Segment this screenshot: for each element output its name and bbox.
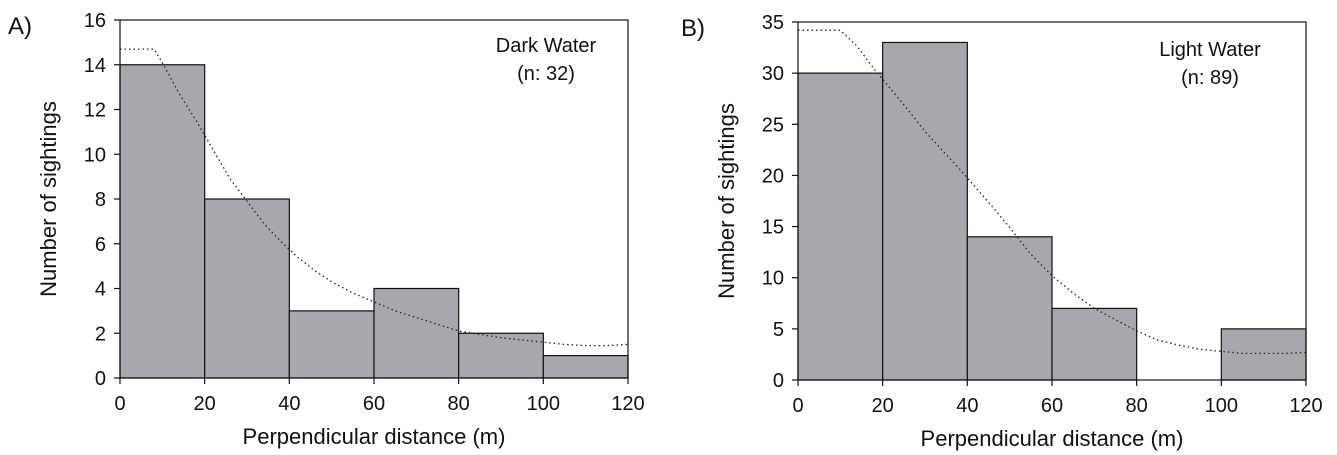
panel-b-bar-40-60 bbox=[966, 236, 1053, 381]
panel-a-x-tick-label: 120 bbox=[611, 393, 644, 415]
panel-a-fitted-curve bbox=[120, 48, 629, 347]
panel-b-x-tick-label: 100 bbox=[1205, 395, 1238, 417]
panel-a-bar-80-100 bbox=[458, 332, 544, 379]
panel-a-bar-40-60 bbox=[288, 310, 375, 379]
panel-b-y-tick-label: 30 bbox=[762, 63, 784, 85]
panel-a-y-axis-title: Number of sightings bbox=[36, 101, 61, 297]
panel-b-bar-60-80 bbox=[1051, 307, 1138, 381]
panel-b-x-tick-label: 120 bbox=[1289, 395, 1322, 417]
panel-b-y-tick-label: 10 bbox=[762, 268, 784, 290]
panel-a-bar-60-80 bbox=[373, 287, 460, 379]
panel-a-bar-0-20 bbox=[119, 64, 206, 379]
panel-b-y-tick-label: 15 bbox=[762, 217, 784, 239]
panel-b-bar-20-40 bbox=[882, 41, 968, 381]
panel-a-y-tick-label: 0 bbox=[95, 368, 106, 390]
panel-a-y-tick-label: 8 bbox=[95, 189, 106, 211]
panel-a-y-tick-label: 12 bbox=[84, 100, 106, 122]
panel-a-y-tick-label: 4 bbox=[95, 279, 106, 301]
panel-b-light-water-histogram: 0 20 40 60 80 100 120 0 5 10 15 20 25 30 35 Perpendicul… bbox=[681, 12, 1323, 451]
panel-a-x-tick-label: 40 bbox=[278, 393, 300, 415]
panel-a-dark-water-histogram: 0 20 40 60 80 100 120 0 2 4 6 8 10 12 14 16 Perpendicula… bbox=[8, 10, 645, 449]
panel-b-x-tick-label: 0 bbox=[792, 395, 803, 417]
panel-b-y-axis-title: Number of sightings bbox=[714, 103, 739, 299]
panel-b-y-tick-label: 20 bbox=[762, 165, 784, 187]
panel-b-y-tick-label: 25 bbox=[762, 114, 784, 136]
panel-a-x-tick-label: 20 bbox=[194, 393, 216, 415]
panel-a-y-tick-label: 6 bbox=[95, 234, 106, 256]
panel-a-label: A) bbox=[8, 13, 32, 40]
panel-a-y-tick-label: 2 bbox=[95, 323, 106, 345]
panel-b-bar-0-20 bbox=[797, 72, 884, 381]
panel-b-annotation-sample-size: (n: 89) bbox=[1181, 67, 1239, 89]
panel-b-x-tick-label: 60 bbox=[1041, 395, 1063, 417]
panel-b-y-tick-label: 5 bbox=[773, 319, 784, 341]
panel-a-y-tick-label: 14 bbox=[84, 55, 106, 77]
panel-a-y-tick-label: 10 bbox=[84, 144, 106, 166]
panel-b-x-axis-title: Perpendicular distance (m) bbox=[921, 426, 1184, 451]
panel-b-x-tick-label: 20 bbox=[872, 395, 894, 417]
panel-a-bar-20-40 bbox=[204, 198, 290, 379]
panel-a-x-axis-title: Perpendicular distance (m) bbox=[243, 424, 506, 449]
panel-b-x-tick-label: 40 bbox=[956, 395, 978, 417]
panel-a-annotation-sample-size: (n: 32) bbox=[517, 63, 575, 85]
panel-a-x-tick-label: 80 bbox=[448, 393, 470, 415]
panel-b-annotation-title: Light Water bbox=[1159, 39, 1261, 61]
panel-b-fitted-curve bbox=[798, 29, 1307, 355]
panel-a-x-tick-label: 100 bbox=[527, 393, 560, 415]
panel-a-x-tick-label: 60 bbox=[363, 393, 385, 415]
panel-b-label: B) bbox=[681, 15, 705, 42]
panel-a-annotation-title: Dark Water bbox=[496, 35, 597, 57]
panel-b-y-tick-label: 35 bbox=[762, 12, 784, 34]
panel-a-y-tick-label: 16 bbox=[84, 10, 106, 32]
panel-b-bar-100-120 bbox=[1220, 328, 1307, 381]
panel-b-x-tick-label: 80 bbox=[1126, 395, 1148, 417]
panel-a-x-tick-label: 0 bbox=[114, 393, 125, 415]
panel-a-bar-100-120 bbox=[542, 355, 629, 379]
panel-b-y-tick-label: 0 bbox=[773, 370, 784, 392]
